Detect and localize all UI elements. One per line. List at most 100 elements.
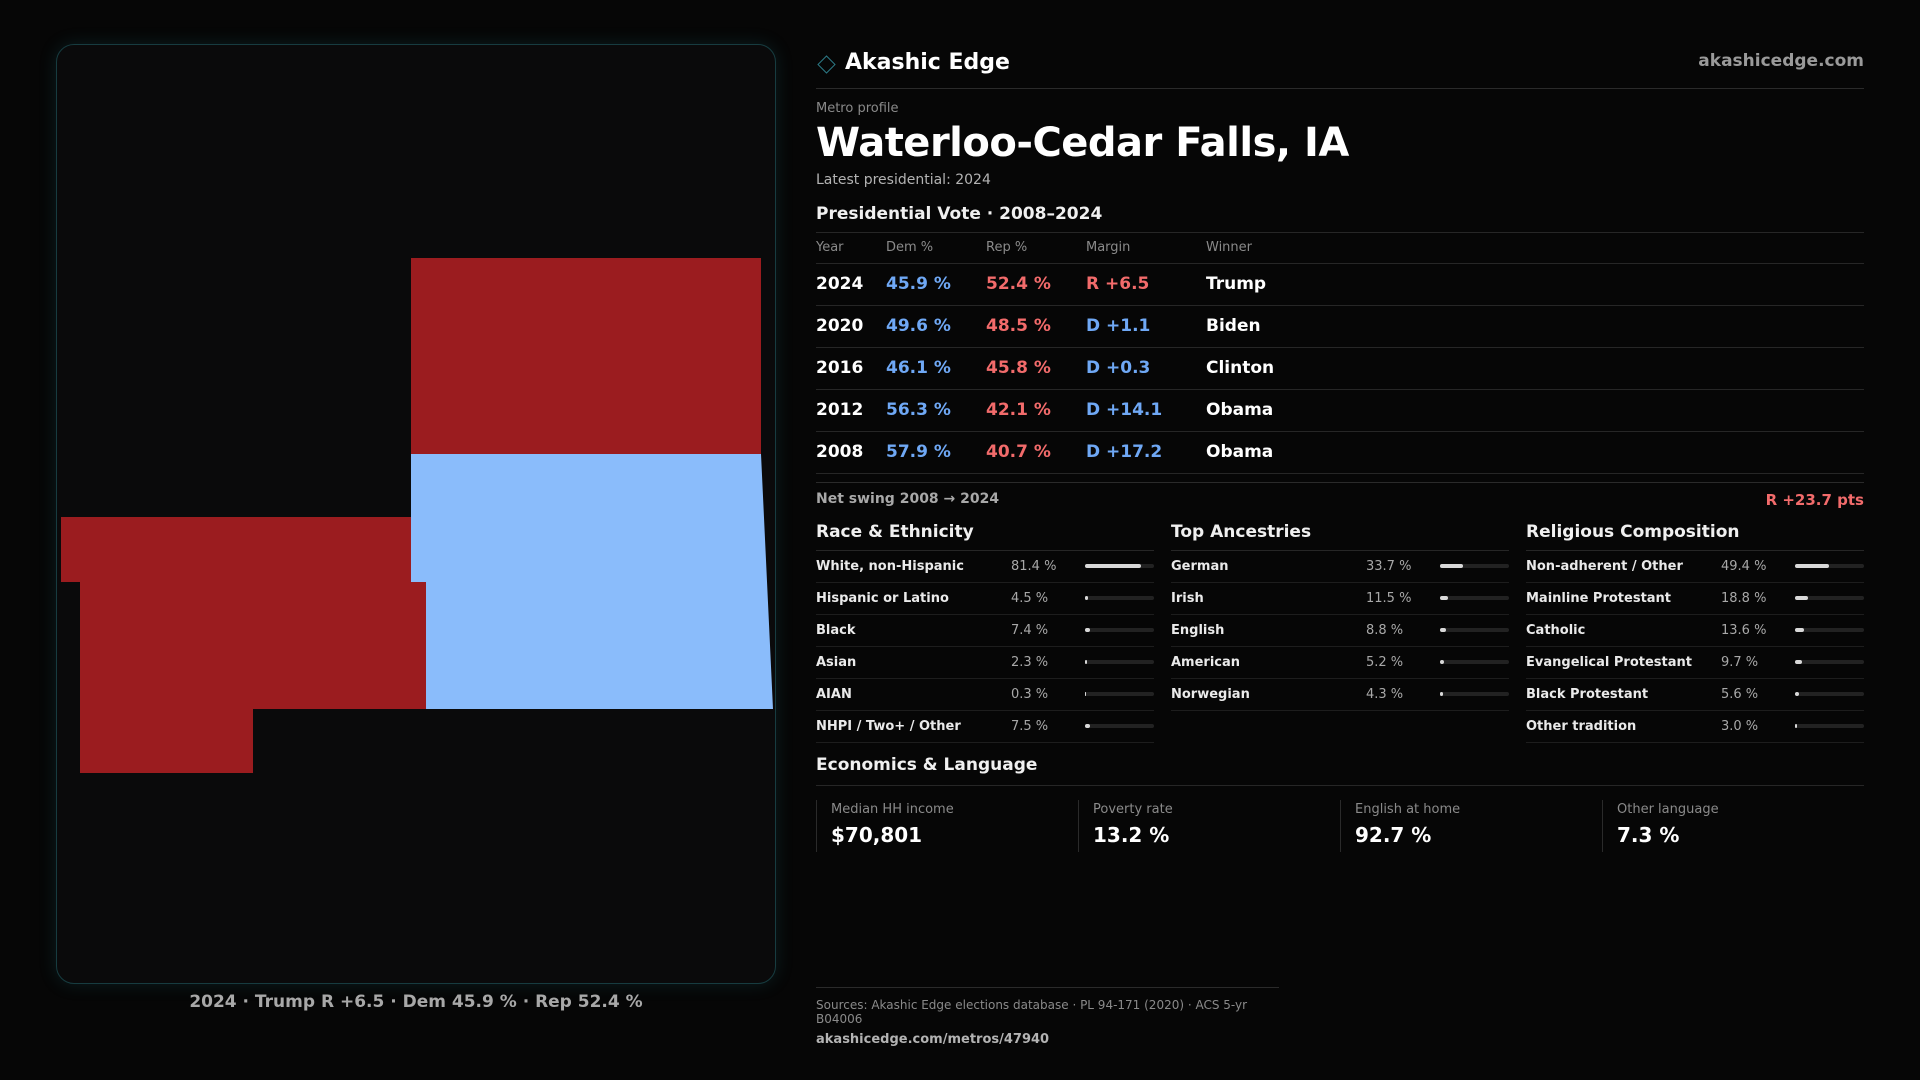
- item-bar: [1795, 628, 1864, 632]
- item-value: 11.5 %: [1366, 590, 1412, 606]
- list-item: Mainline Protestant 18.8 %: [1526, 583, 1864, 615]
- item-bar: [1085, 564, 1154, 568]
- col-header-winner: Winner: [1206, 233, 1864, 264]
- list-item: American 5.2 %: [1171, 647, 1509, 679]
- cell-rep: 42.1 %: [986, 389, 1086, 432]
- item-label: Non-adherent / Other: [1526, 558, 1683, 574]
- item-value: 7.4 %: [1011, 622, 1049, 638]
- item-label: Irish: [1171, 590, 1204, 606]
- item-label: Asian: [816, 654, 857, 670]
- item-bar: [1440, 660, 1509, 664]
- site-url-link[interactable]: akashicedge.com: [1698, 51, 1864, 71]
- county-shape-rep-north[interactable]: [411, 258, 761, 454]
- item-value: 5.6 %: [1721, 686, 1759, 702]
- cell-year: 2020: [816, 305, 886, 348]
- col-header-rep: Rep %: [986, 233, 1086, 264]
- brand-name: Akashic Edge: [845, 50, 1010, 75]
- list-item: Black 7.4 %: [816, 615, 1154, 647]
- item-label: German: [1171, 558, 1229, 574]
- list-item: Hispanic or Latino 4.5 %: [816, 583, 1154, 615]
- item-bar-fill: [1795, 724, 1798, 728]
- item-bar: [1085, 628, 1154, 632]
- item-value: 3.0 %: [1721, 718, 1759, 734]
- stat-label: Other language: [1617, 801, 1719, 817]
- item-value: 49.4 %: [1721, 558, 1767, 574]
- county-shape-dem[interactable]: [411, 454, 773, 709]
- item-bar: [1795, 564, 1864, 568]
- item-bar-fill: [1085, 596, 1089, 600]
- item-bar-fill: [1440, 692, 1443, 696]
- item-bar-fill: [1795, 628, 1805, 632]
- page-subtitle: Latest presidential: 2024: [816, 172, 991, 188]
- stat-value: 92.7 %: [1355, 822, 1432, 847]
- item-bar: [1440, 628, 1509, 632]
- cell-dem: 46.1 %: [886, 347, 986, 390]
- item-value: 18.8 %: [1721, 590, 1767, 606]
- cell-winner: Clinton: [1206, 347, 1864, 390]
- list-item: NHPI / Two+ / Other 7.5 %: [816, 711, 1154, 743]
- sources-note: Sources: Akashic Edge elections database…: [816, 998, 1248, 1026]
- county-shape-rep-south[interactable]: [61, 517, 426, 773]
- item-bar-fill: [1440, 628, 1447, 632]
- table-row: 2016 46.1 % 45.8 % D +0.3 Clinton: [816, 347, 1864, 390]
- county-map-panel: [56, 44, 776, 984]
- item-value: 4.5 %: [1011, 590, 1049, 606]
- religion-section: Religious Composition Non-adherent / Oth…: [1526, 522, 1864, 743]
- item-label: Black: [816, 622, 856, 638]
- stat-value: 7.3 %: [1617, 822, 1680, 847]
- cell-rep: 48.5 %: [986, 305, 1086, 348]
- cell-year: 2012: [816, 389, 886, 432]
- metro-permalink[interactable]: akashicedge.com/metros/47940: [816, 1032, 1050, 1047]
- list-item: English 8.8 %: [1171, 615, 1509, 647]
- item-bar: [1795, 596, 1864, 600]
- item-value: 4.3 %: [1366, 686, 1404, 702]
- ancestries-section: Top Ancestries German 33.7 % Irish 11.5 % …: [1171, 522, 1509, 743]
- item-value: 8.8 %: [1366, 622, 1404, 638]
- site-header: Akashic Edge akashicedge.com: [816, 44, 1864, 89]
- item-bar: [1795, 660, 1864, 664]
- race-ethnicity-section: Race & Ethnicity White, non-Hispanic 81.4…: [816, 522, 1154, 743]
- economics-heading: Economics & Language: [816, 755, 1864, 786]
- item-bar-fill: [1085, 692, 1087, 696]
- item-label: Evangelical Protestant: [1526, 654, 1692, 670]
- list-item: AIAN 0.3 %: [816, 679, 1154, 711]
- list-item: White, non-Hispanic 81.4 %: [816, 551, 1154, 583]
- item-bar-fill: [1085, 660, 1087, 664]
- stat-value: 13.2 %: [1093, 822, 1170, 847]
- item-label: Hispanic or Latino: [816, 590, 949, 606]
- brand-logo[interactable]: Akashic Edge: [816, 50, 1010, 75]
- item-value: 33.7 %: [1366, 558, 1412, 574]
- item-label: White, non-Hispanic: [816, 558, 964, 574]
- item-bar-fill: [1795, 596, 1808, 600]
- stat-label: Median HH income: [831, 801, 954, 817]
- cell-margin: D +0.3: [1086, 347, 1206, 390]
- stat-value: $70,801: [831, 822, 923, 847]
- item-value: 2.3 %: [1011, 654, 1049, 670]
- cell-rep: 40.7 %: [986, 431, 1086, 474]
- item-bar: [1085, 692, 1154, 696]
- item-label: AIAN: [816, 686, 852, 702]
- list-item: Catholic 13.6 %: [1526, 615, 1864, 647]
- table-row: 2024 45.9 % 52.4 % R +6.5 Trump: [816, 263, 1864, 306]
- item-bar: [1085, 724, 1154, 728]
- profile-content: Akashic Edge akashicedge.com Metro profi…: [816, 44, 1864, 852]
- item-bar-fill: [1795, 692, 1799, 696]
- county-map: [61, 258, 773, 773]
- item-bar-fill: [1085, 724, 1091, 728]
- col-header-year: Year: [816, 233, 886, 264]
- item-bar-fill: [1085, 628, 1091, 632]
- list-item: Black Protestant 5.6 %: [1526, 679, 1864, 711]
- cell-year: 2016: [816, 347, 886, 390]
- net-swing-value: R +23.7 pts: [1765, 490, 1864, 509]
- cell-dem: 49.6 %: [886, 305, 986, 348]
- item-bar: [1440, 596, 1509, 600]
- list-item: Irish 11.5 %: [1171, 583, 1509, 615]
- item-value: 13.6 %: [1721, 622, 1767, 638]
- demographics-columns: Race & Ethnicity White, non-Hispanic 81.4…: [816, 522, 1864, 743]
- item-bar-fill: [1440, 596, 1448, 600]
- list-item: Other tradition 3.0 %: [1526, 711, 1864, 743]
- stat-label: Poverty rate: [1093, 801, 1173, 817]
- cell-rep: 52.4 %: [986, 263, 1086, 306]
- table-row: 2012 56.3 % 42.1 % D +14.1 Obama: [816, 389, 1864, 432]
- cell-year: 2008: [816, 431, 886, 474]
